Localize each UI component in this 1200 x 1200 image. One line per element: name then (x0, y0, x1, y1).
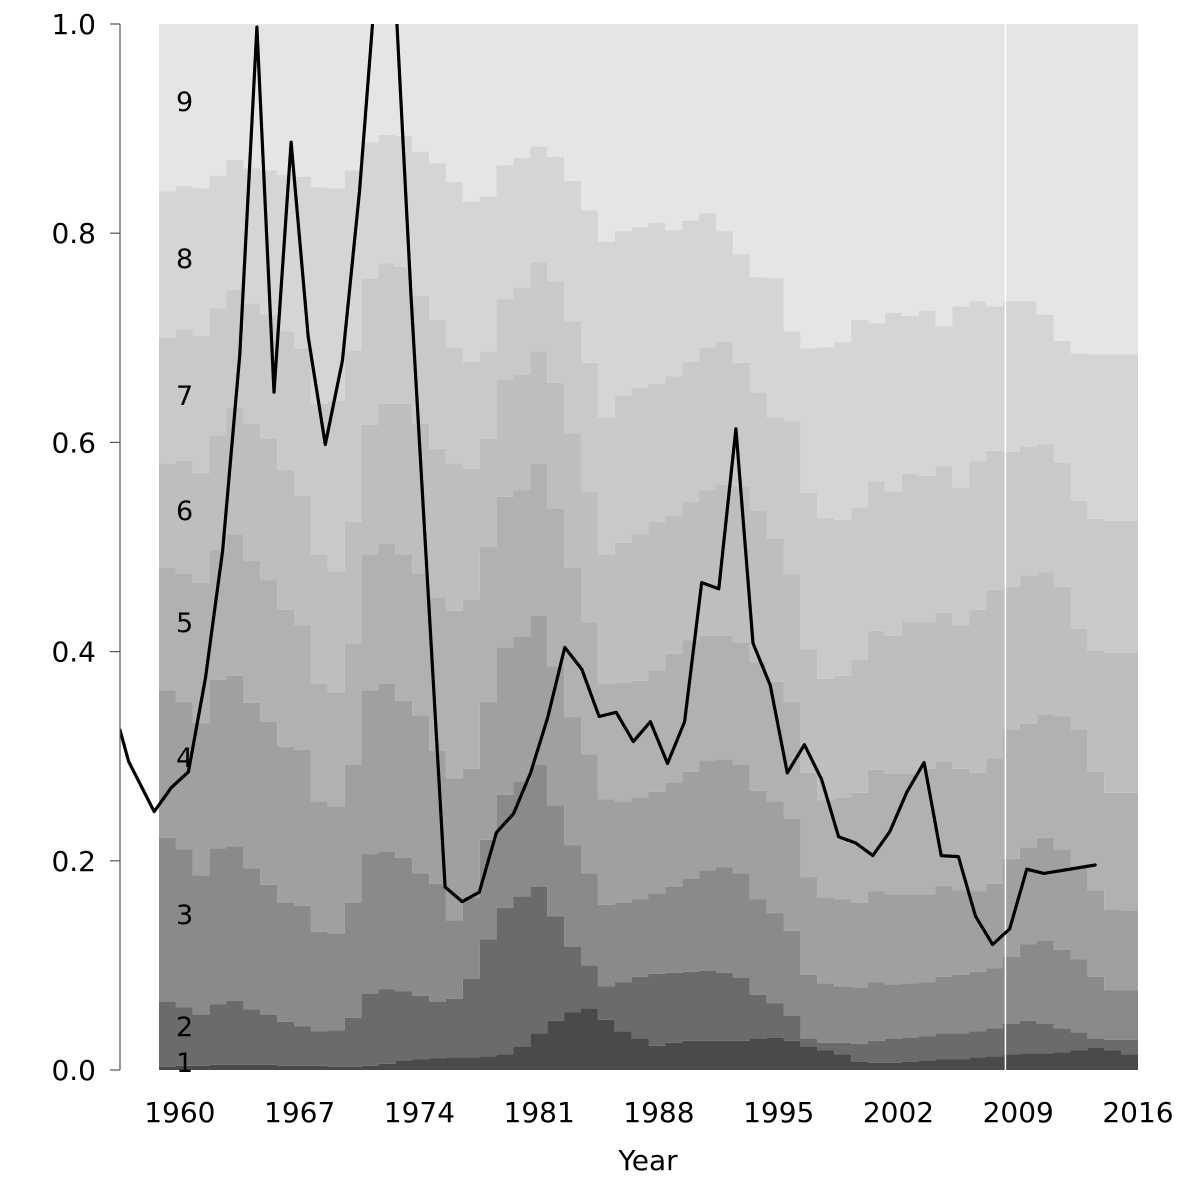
band-8 (159, 134, 1138, 521)
band-7 (159, 262, 1138, 679)
stacked-bands (159, 24, 1138, 1070)
x-tick-label: 2009 (983, 1096, 1054, 1129)
band-label-7: 7 (176, 381, 193, 412)
y-tick-label: 0.2 (51, 845, 96, 878)
band-label-3: 3 (176, 900, 193, 931)
band-label-1: 1 (176, 1048, 193, 1079)
y-tick-label: 0.0 (51, 1054, 96, 1087)
line-path (120, 24, 1097, 947)
band-label-8: 8 (176, 244, 193, 275)
y-tick-label: 1.0 (51, 8, 96, 41)
x-axis: 1960 1967 1974 1981 1988 1995 2002 2009 2016 (144, 1096, 1173, 1129)
band-label-9: 9 (176, 87, 193, 118)
band-2 (159, 887, 1138, 1067)
band-6 (159, 351, 1138, 801)
y-tick-label: 0.8 (51, 217, 96, 250)
x-axis-title: Year (617, 1144, 678, 1177)
band-9 (159, 24, 1138, 355)
band-1 (159, 1008, 1138, 1070)
y-tick-label: 0.4 (51, 636, 96, 669)
x-tick-label: 1981 (504, 1096, 575, 1129)
x-tick-label: 1995 (743, 1096, 814, 1129)
y-axis: 0.0 0.2 0.4 0.6 0.8 1.0 (51, 8, 121, 1087)
ratio-line-series (120, 24, 1097, 947)
band-5 (159, 463, 1138, 911)
x-tick-label: 2002 (863, 1096, 934, 1129)
x-tick-label: 2016 (1102, 1096, 1173, 1129)
band-3 (159, 764, 1138, 1044)
band-label-5: 5 (176, 608, 193, 639)
x-tick-label: 1988 (623, 1096, 694, 1129)
band-4 (159, 616, 1138, 991)
band-label-2: 2 (176, 1012, 193, 1043)
x-tick-label: 1960 (144, 1096, 215, 1129)
x-tick-label: 1967 (264, 1096, 335, 1129)
x-tick-label: 1974 (384, 1096, 455, 1129)
band-label-6: 6 (176, 496, 193, 527)
y-tick-label: 0.6 (51, 426, 96, 459)
